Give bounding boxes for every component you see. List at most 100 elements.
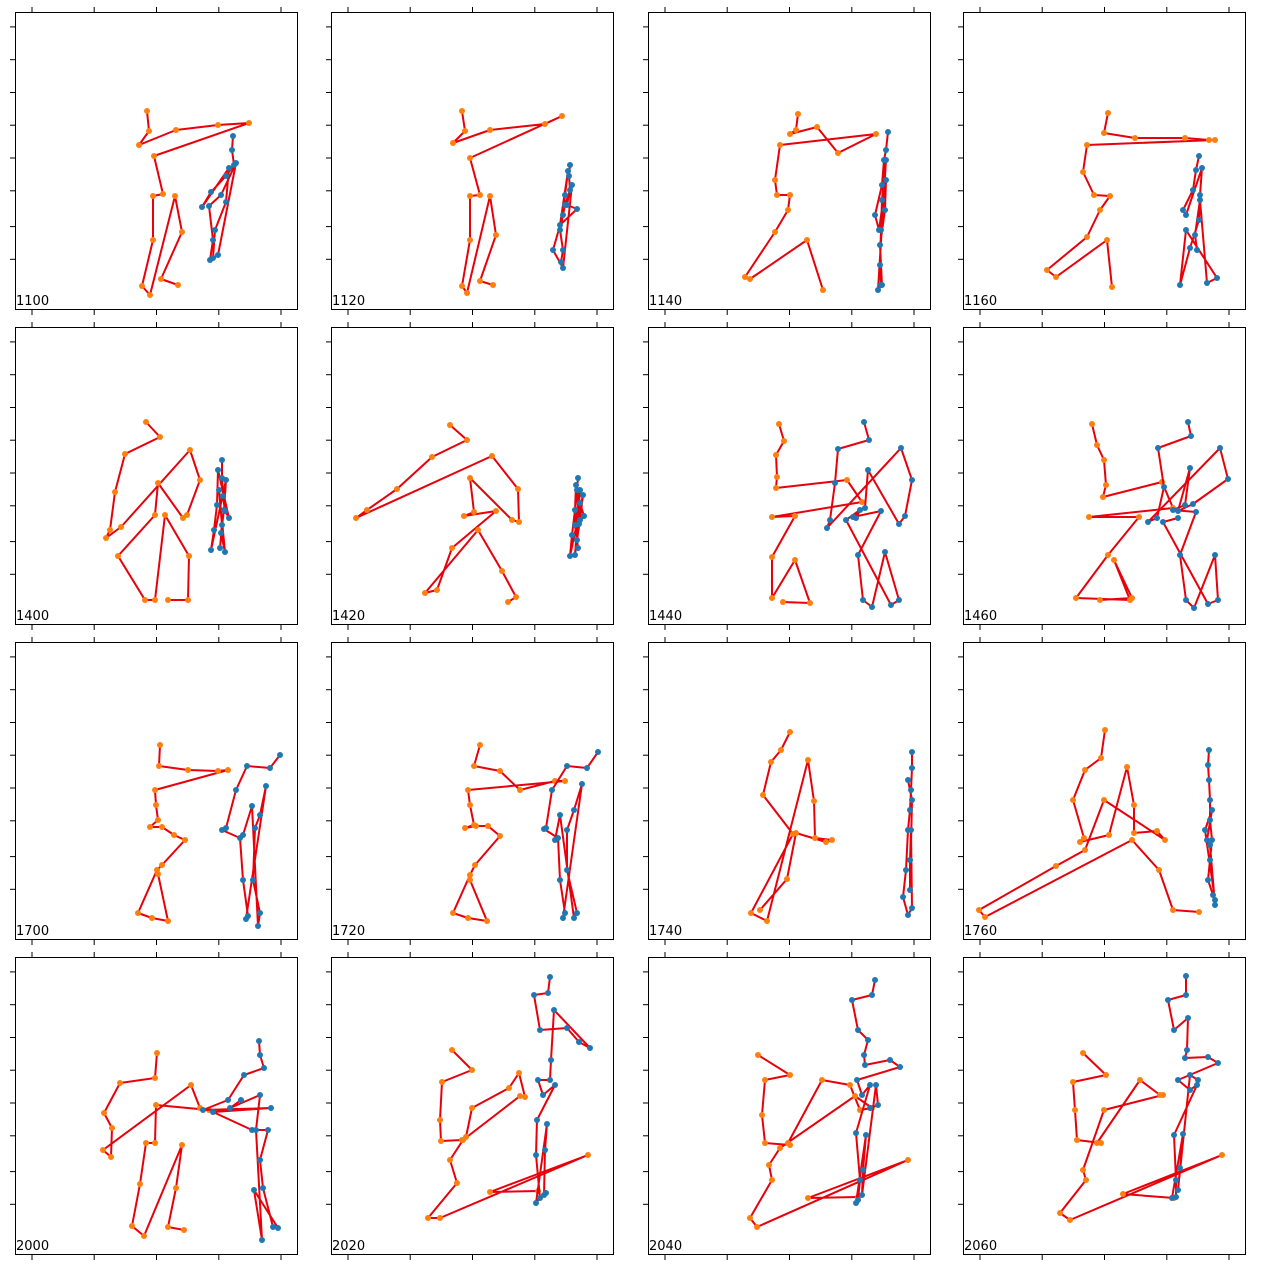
joint-point (220, 493, 226, 499)
joint-point (439, 1079, 445, 1085)
joint-point (222, 549, 228, 555)
joint-point (229, 147, 235, 153)
joint-point (1165, 997, 1171, 1003)
joint-point (559, 113, 565, 119)
joint-point (769, 554, 775, 560)
joint-point (210, 1109, 216, 1115)
joint-point (115, 553, 121, 559)
axes-frame (15, 12, 298, 310)
joint-point (467, 475, 473, 481)
joint-point (531, 992, 537, 998)
joint-point (1183, 212, 1189, 218)
joint-point (883, 177, 889, 183)
joint-point (769, 514, 775, 520)
joint-point (143, 419, 149, 425)
joint-point (200, 1107, 206, 1113)
joint-point (540, 1092, 546, 1098)
joint-point (171, 832, 177, 838)
joint-point (165, 597, 171, 603)
joint-point (1182, 1055, 1188, 1061)
joint-point (238, 1097, 244, 1103)
pose-panel: 1440 (643, 322, 931, 630)
joint-point (1161, 484, 1167, 490)
joint-point (567, 553, 573, 559)
joint-point (223, 173, 229, 179)
joint-point (160, 191, 166, 197)
skeleton-figure (900, 749, 915, 918)
joint-point (107, 527, 113, 533)
joint-point (793, 830, 799, 836)
joint-point (485, 823, 491, 829)
joint-point (823, 839, 829, 845)
joint-point (152, 1075, 158, 1081)
pose-panel: 1420 (326, 322, 614, 630)
joint-point (1205, 601, 1211, 607)
joint-point (1105, 110, 1111, 116)
skeleton-figure (1145, 419, 1231, 611)
joint-point (144, 108, 150, 114)
joint-point (497, 768, 503, 774)
joint-point (564, 867, 570, 873)
joint-point (257, 1052, 263, 1058)
joint-point (580, 492, 586, 498)
joint-point (277, 752, 283, 758)
skeleton-figure (1057, 1050, 1225, 1223)
joint-point (1175, 1077, 1181, 1083)
axes-frame (648, 957, 931, 1255)
joint-point (814, 124, 820, 130)
joint-point (460, 1137, 466, 1143)
joint-point (562, 202, 568, 208)
joint-point (129, 1223, 135, 1229)
joint-point (1154, 828, 1160, 834)
pose-panel: 1160 (958, 7, 1246, 315)
joint-point (227, 1105, 233, 1111)
joint-point (1187, 245, 1193, 251)
joint-point (1156, 867, 1162, 873)
joint-point (156, 763, 162, 769)
joint-point (861, 419, 867, 425)
joint-point (1155, 445, 1161, 451)
joint-point (1206, 777, 1212, 783)
joint-point (517, 1093, 523, 1099)
joint-point (219, 827, 225, 833)
joint-point (852, 1093, 858, 1099)
joint-point (158, 276, 164, 282)
joint-point (1197, 192, 1203, 198)
joint-point (1086, 514, 1092, 520)
joint-point (187, 447, 193, 453)
joint-point (547, 974, 553, 980)
joint-point (1083, 1177, 1089, 1183)
axes-frame (963, 642, 1246, 940)
joint-point (206, 203, 212, 209)
skeleton-figure (353, 422, 522, 605)
joint-point (109, 1125, 115, 1131)
joint-point (764, 918, 770, 924)
joint-point (547, 1077, 553, 1083)
joint-point (549, 787, 555, 793)
joint-point (1070, 1079, 1076, 1085)
joint-point (1193, 167, 1199, 173)
joint-point (259, 1237, 265, 1243)
joint-point (857, 507, 863, 513)
joint-point (747, 1215, 753, 1221)
frame-number-label: 2020 (332, 1239, 366, 1254)
joint-point (860, 1167, 866, 1173)
joint-point (544, 1121, 550, 1127)
joint-point (875, 1102, 881, 1108)
joint-point (564, 827, 570, 833)
joint-point (159, 862, 165, 868)
joint-point (179, 1142, 185, 1148)
frame-number-label: 1400 (16, 609, 50, 624)
joint-point (774, 474, 780, 480)
skeleton-figure (541, 749, 601, 921)
skeleton-figure (1177, 153, 1220, 288)
joint-point (754, 1224, 760, 1230)
joint-point (157, 434, 163, 440)
joint-point (805, 1195, 811, 1201)
joint-point (543, 1190, 549, 1196)
joint-point (1190, 187, 1196, 193)
joint-point (257, 1092, 263, 1098)
joint-point (186, 553, 192, 559)
joint-point (784, 876, 790, 882)
joint-point (1207, 817, 1213, 823)
